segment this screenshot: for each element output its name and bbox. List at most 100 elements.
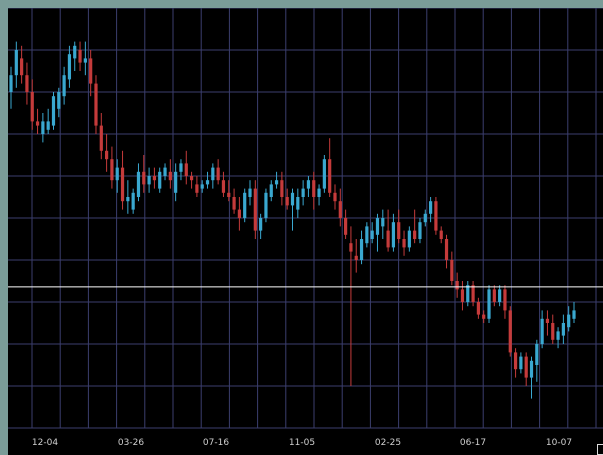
candle-body bbox=[476, 302, 480, 315]
candle-body bbox=[248, 188, 252, 197]
candle-body bbox=[30, 92, 34, 122]
candle-body bbox=[62, 75, 66, 97]
candle-body bbox=[67, 54, 72, 80]
candle-body bbox=[375, 218, 380, 235]
candle-body bbox=[529, 360, 534, 378]
candle-body bbox=[322, 159, 326, 189]
candle-body bbox=[174, 171, 178, 193]
candle-body bbox=[418, 222, 422, 239]
candle-body bbox=[344, 218, 348, 235]
candle-body bbox=[338, 201, 342, 218]
candle-body bbox=[280, 180, 284, 197]
candle-body bbox=[365, 226, 369, 244]
candle-body bbox=[423, 213, 427, 223]
resize-corner[interactable] bbox=[597, 444, 603, 455]
candle-body bbox=[216, 167, 220, 181]
candle-body bbox=[482, 314, 486, 319]
candle-body bbox=[152, 176, 157, 181]
window-frame-left bbox=[0, 0, 8, 455]
candle-body bbox=[78, 50, 82, 63]
candle-body bbox=[163, 167, 167, 176]
candle-body bbox=[184, 163, 188, 176]
candle-body bbox=[572, 310, 576, 319]
candle-body bbox=[269, 184, 273, 197]
candle-body bbox=[179, 163, 183, 172]
candle-body bbox=[9, 75, 13, 92]
candle-body bbox=[142, 171, 146, 185]
candle-body bbox=[471, 285, 475, 302]
candle-body bbox=[317, 188, 321, 197]
candle-body bbox=[397, 222, 401, 239]
candle-body bbox=[349, 243, 353, 252]
candle-body bbox=[189, 176, 194, 181]
candle-body bbox=[158, 171, 162, 189]
candle-body bbox=[253, 188, 257, 231]
candle-body bbox=[524, 356, 528, 378]
candle-body bbox=[120, 167, 125, 202]
candle-body bbox=[402, 239, 406, 248]
candle-body bbox=[312, 180, 316, 197]
plot-area[interactable] bbox=[8, 8, 603, 455]
candle-body bbox=[168, 171, 172, 181]
candle-body bbox=[110, 159, 114, 181]
candle-body bbox=[460, 289, 465, 302]
x-tick-label: 12-04 bbox=[32, 438, 58, 448]
x-tick-label: 02-25 bbox=[375, 438, 401, 448]
candle-body bbox=[487, 289, 491, 319]
candle-body bbox=[535, 344, 539, 365]
candle-body bbox=[428, 201, 433, 214]
candle-body bbox=[513, 352, 518, 370]
candle-body bbox=[370, 230, 374, 239]
x-tick-label: 07-16 bbox=[203, 438, 229, 448]
candle-body bbox=[455, 281, 459, 290]
candle-body bbox=[545, 318, 550, 323]
candle-body bbox=[46, 121, 50, 130]
candle-body bbox=[51, 96, 56, 126]
candle-body bbox=[259, 218, 263, 231]
candle-body bbox=[126, 197, 130, 202]
candle-body bbox=[25, 75, 29, 92]
candle-body bbox=[274, 180, 279, 185]
candle-layer bbox=[9, 41, 576, 399]
window-frame-top bbox=[0, 0, 603, 8]
candle-body bbox=[556, 331, 560, 340]
candlestick-chart[interactable]: 12-04 03-26 07-16 11-05 02-25 06-17 10-07 bbox=[8, 8, 603, 455]
candle-body bbox=[407, 230, 411, 248]
candle-body bbox=[200, 184, 204, 189]
candle-body bbox=[205, 180, 210, 185]
candle-body bbox=[413, 230, 417, 239]
candle-body bbox=[41, 121, 45, 134]
x-tick-label: 10-07 bbox=[546, 438, 572, 448]
candle-body bbox=[508, 310, 512, 353]
candle-body bbox=[73, 45, 77, 59]
candle-body bbox=[301, 188, 305, 197]
candle-body bbox=[503, 289, 507, 311]
candle-body bbox=[195, 184, 199, 193]
candle-body bbox=[561, 323, 565, 336]
candle-body bbox=[35, 121, 40, 126]
candle-body bbox=[498, 289, 502, 302]
candle-body bbox=[14, 50, 18, 76]
x-tick-label: 03-26 bbox=[118, 438, 144, 448]
candle-body bbox=[20, 58, 24, 76]
candle-body bbox=[105, 150, 109, 160]
candle-body bbox=[391, 222, 396, 248]
candle-body bbox=[237, 209, 241, 218]
candle-body bbox=[434, 201, 438, 231]
candle-body bbox=[232, 197, 236, 210]
candle-body bbox=[359, 239, 364, 260]
candle-body bbox=[89, 58, 93, 84]
candle-body bbox=[131, 192, 135, 210]
candle-body bbox=[136, 171, 141, 197]
candle-body bbox=[333, 192, 337, 202]
candle-body bbox=[264, 192, 268, 218]
candle-body bbox=[57, 92, 61, 109]
candle-body bbox=[306, 180, 311, 189]
candle-body bbox=[296, 197, 300, 210]
candle-body bbox=[551, 323, 555, 340]
candle-body bbox=[567, 314, 571, 328]
x-tick-label: 06-17 bbox=[460, 438, 486, 448]
candle-body bbox=[290, 192, 295, 206]
candle-body bbox=[381, 218, 385, 227]
candle-body bbox=[386, 230, 390, 248]
